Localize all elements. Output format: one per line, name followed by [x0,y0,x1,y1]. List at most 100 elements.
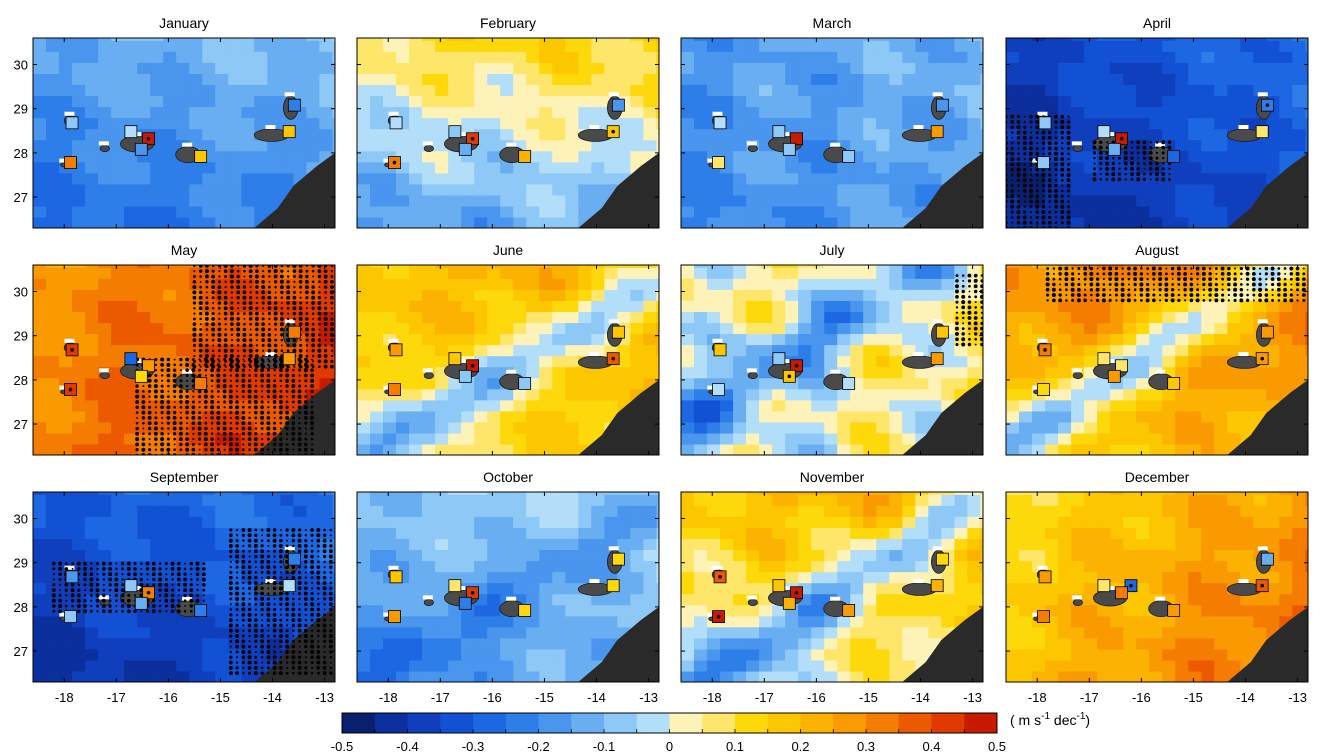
heatmap-cell [1045,194,1059,207]
heatmap-cell [617,366,631,379]
heatmap-cell [254,183,268,196]
heatmap-cell [552,128,566,141]
heatmap-cell [915,421,929,434]
heatmap-cell [746,300,760,312]
heatmap-cell [1214,51,1228,63]
significance-dot [267,312,271,316]
heatmap-cell [189,205,203,218]
heatmap-cell [267,388,281,401]
heatmap-cell [876,205,890,218]
significance-dot [260,405,264,410]
heatmap-cell [1071,432,1085,445]
significance-dot [330,279,334,284]
heatmap-cell [876,344,890,357]
heatmap-cell [604,40,618,52]
heatmap-cell [1292,62,1306,74]
heatmap-cell [1110,333,1124,346]
heatmap-cell [617,73,631,85]
heatmap-cell [772,183,786,196]
heatmap-cell [370,421,384,434]
significance-dot [311,301,316,305]
heatmap-cell [500,344,514,357]
heatmap-cell [643,344,657,357]
heatmap-cell [215,322,229,335]
heatmap-cell [1045,62,1059,74]
heatmap-cell [461,205,475,218]
heatmap-cell [1123,399,1137,412]
heatmap-cell [591,183,605,196]
heatmap-cell [876,443,890,455]
island-cap [98,368,109,373]
heatmap-cell [785,40,799,52]
panel-frame [680,37,984,229]
heatmap-cell [552,161,566,174]
heatmap-cell [435,40,449,52]
significance-dot [278,410,283,415]
significance-dot [1029,114,1033,119]
heatmap-cell [967,62,981,74]
heatmap-cell [1045,84,1059,97]
heatmap-cell [461,399,475,412]
heatmap-cell [396,289,410,301]
heatmap-cell [578,399,592,412]
heatmap-cell [565,205,579,218]
heatmap-cell [241,322,255,335]
heatmap-cell [720,84,734,97]
heatmap-cell [876,377,890,390]
significance-dot [323,349,328,353]
significance-dot [1010,168,1014,172]
heatmap-cell [1045,265,1059,268]
heatmap-cell [837,95,851,108]
heatmap-cell [228,128,242,141]
significance-dot [1029,131,1033,134]
heatmap-cell [759,73,773,85]
panel-frame [356,37,660,229]
heatmap-cell [1136,205,1150,218]
heatmap-cell [772,194,786,207]
significance-dot [285,390,289,393]
significance-dot [242,437,245,441]
significance-dot [154,437,158,441]
heatmap-cell [552,117,566,130]
heatmap-cell [772,205,786,218]
heatmap-cell [370,300,384,312]
heatmap-cell [306,106,320,119]
heatmap-cell [85,333,99,346]
heatmap-cell [824,95,838,108]
heatmap-cell [448,311,462,324]
heatmap-cell [1045,421,1059,434]
heatmap-cell [293,388,307,401]
significance-dot [160,368,164,372]
heatmap-cell [33,40,47,52]
significance-dot [153,384,158,389]
island-cap [265,125,276,130]
heatmap-cell [500,216,514,228]
heatmap-cell [228,139,242,152]
heatmap-cell [500,267,514,279]
significance-dot [1041,141,1046,145]
heatmap-cell [370,322,384,335]
heatmap-cell [474,366,488,379]
significance-dot [330,364,334,369]
significance-dot [243,360,246,363]
heatmap-cell [396,73,410,85]
heatmap-cell [1123,311,1137,324]
heatmap-cell [1279,95,1293,108]
heatmap-cell [228,95,242,108]
station-marker [287,325,301,339]
heatmap-cell [785,106,799,119]
heatmap-cell [487,139,501,152]
significance-dot [311,358,314,361]
heatmap-cell [267,95,281,108]
heatmap-cell [1240,106,1254,119]
heatmap-cell [552,205,566,218]
significance-dot [323,269,328,274]
heatmap-cell [137,62,151,74]
significance-dot [1010,216,1014,219]
significance-dot [235,421,239,425]
significance-dot [1010,151,1015,156]
heatmap-cell [241,388,255,401]
heatmap-cell [124,38,138,41]
heatmap-cell [1292,51,1306,63]
heatmap-cell [383,73,397,85]
